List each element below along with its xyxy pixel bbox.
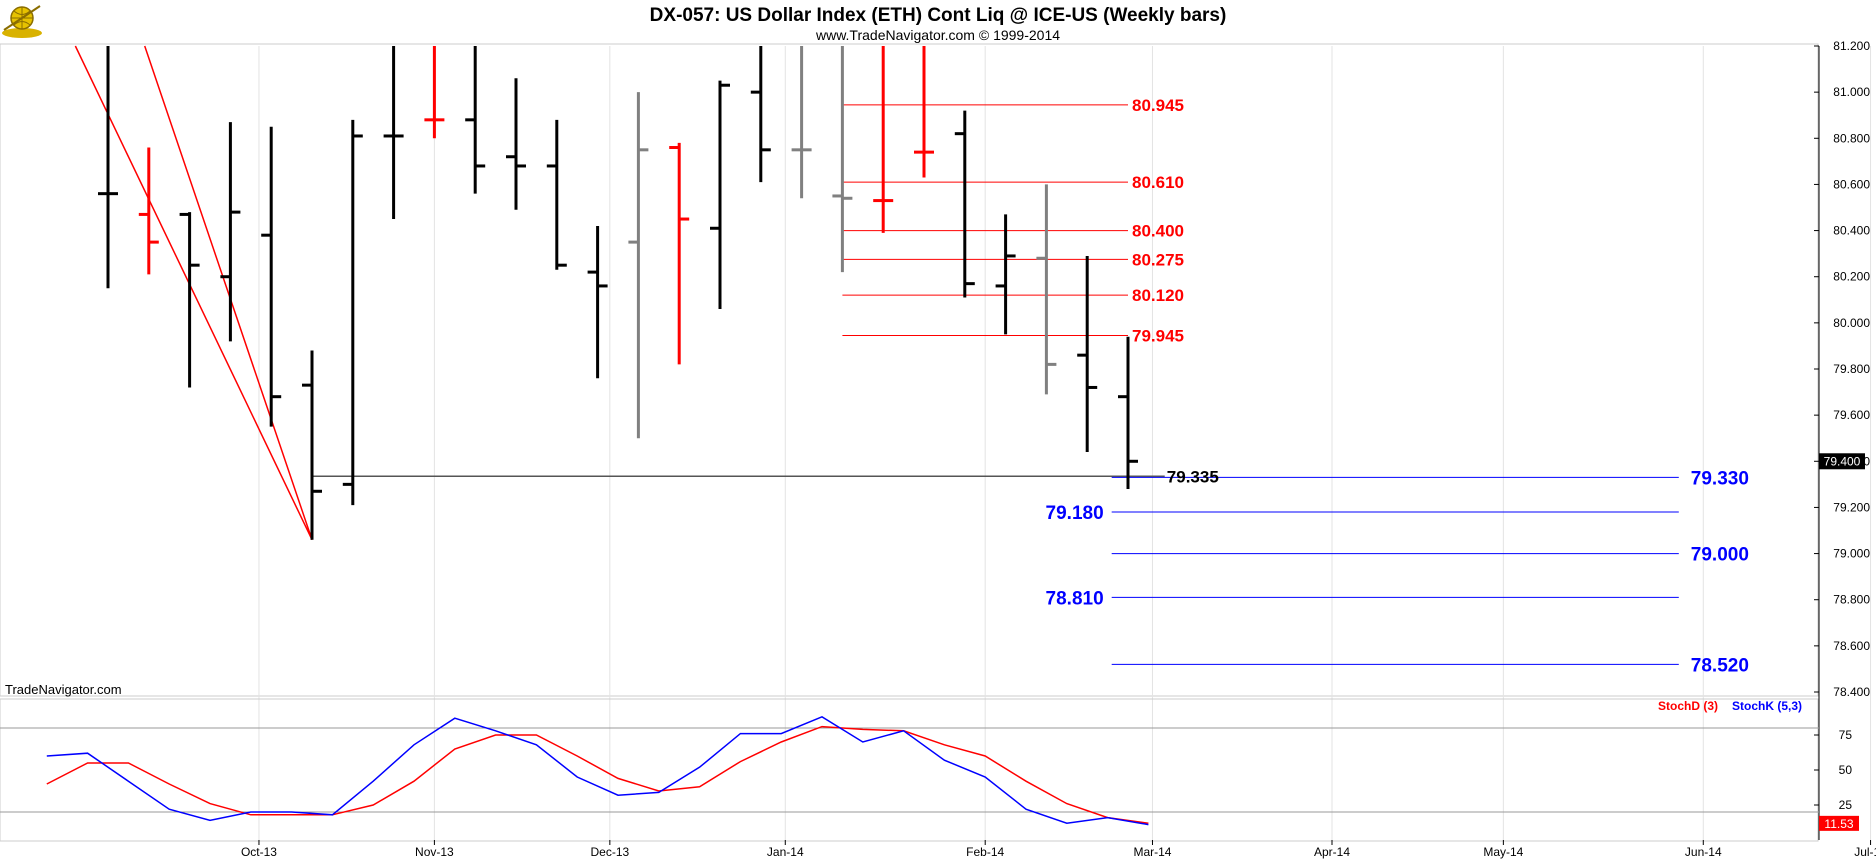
ohlc-bar: [220, 122, 241, 342]
stoch-axis-ticks: 75 50 25: [1814, 728, 1852, 812]
price-annotations: 79.335: [1167, 467, 1219, 486]
ohlc-bar: [914, 46, 934, 178]
ohlc-bar: [138, 147, 159, 275]
trendline: [144, 45, 313, 540]
y-tick-label: 80.400: [1833, 224, 1870, 238]
x-tick-label: Dec-13: [590, 845, 629, 859]
stoch-reference-lines: [0, 727, 1819, 813]
ohlc-bar: [669, 142, 690, 365]
resistance-label: 80.400: [1132, 222, 1184, 241]
y-tick-label: 80.800: [1833, 131, 1870, 145]
ohlc-bar: [1118, 336, 1138, 489]
resistance-label: 80.275: [1132, 250, 1184, 269]
last-stoch-box: [1819, 815, 1859, 831]
ohlc-bar: [302, 350, 322, 540]
stoch-line: [46, 715, 1149, 826]
resistance-levels: 80.945 80.610 80.400 80.275 80.120 79.945: [842, 96, 1184, 346]
last-stoch-label: 11.53: [1824, 817, 1853, 831]
support-levels: 79.330 79.180 79.000 78.810 78.520: [1046, 468, 1749, 676]
y-tick-label: 79.600: [1833, 408, 1870, 422]
x-axis-ticks: Oct-13 Nov-13 Dec-13 Jan-14 Feb-14 Mar-14 Apr-…: [241, 840, 1876, 859]
resistance-label: 79.945: [1132, 327, 1184, 346]
x-tick-label: Oct-13: [241, 845, 277, 859]
y-tick-label: 78.800: [1833, 593, 1870, 607]
ohlc-bar: [383, 46, 404, 220]
x-tick-label: Jun-14: [1685, 845, 1722, 859]
support-label: 79.330: [1691, 468, 1749, 489]
support-label: 79.000: [1691, 545, 1749, 566]
ohlc-bar: [261, 126, 282, 427]
last-stoch-marker: 11.53: [1819, 815, 1859, 831]
ohlc-bar: [791, 46, 812, 199]
support-label: 79.180: [1046, 503, 1104, 524]
resistance-label: 80.945: [1132, 96, 1184, 115]
ohlc-bar: [873, 46, 894, 233]
page-subtitle: www.TradeNavigator.com © 1999-2014: [815, 27, 1060, 43]
y-tick-label: 79.000: [1833, 547, 1870, 561]
ohlc-bar: [954, 110, 975, 298]
ohlc-bar: [98, 46, 118, 289]
trendlines: [74, 45, 1165, 541]
ohlc-bar: [995, 214, 1016, 335]
y-tick-label: 79.800: [1833, 362, 1870, 376]
x-tick-label: May-14: [1483, 845, 1523, 859]
page-title: DX-057: US Dollar Index (ETH) Cont Liq @…: [650, 5, 1227, 26]
x-tick-label: Apr-14: [1314, 845, 1350, 859]
ohlc-bar: [1036, 184, 1057, 395]
ohlc-bar: [832, 46, 853, 273]
stoch-plot-frame: [0, 698, 1819, 842]
ohlc-bar: [506, 78, 526, 210]
x-tick-label: Jan-14: [767, 845, 804, 859]
trendline: [74, 45, 313, 541]
vertical-gridlines: [258, 46, 1872, 840]
logo: [2, 5, 42, 38]
support-label: 78.810: [1046, 588, 1104, 609]
stoch-tick-label: 75: [1839, 728, 1853, 742]
y-tick-label: 80.600: [1833, 177, 1870, 191]
last-price-label: 79.400: [1824, 454, 1861, 468]
ohlc-bar: [628, 92, 649, 439]
resistance-label: 80.120: [1132, 286, 1184, 305]
stoch-tick-label: 25: [1839, 798, 1853, 812]
x-tick-label: Jul-14: [1854, 845, 1876, 859]
ohlc-bar: [546, 119, 567, 270]
y-tick-label: 81.200: [1833, 39, 1870, 53]
stochastic-panel: 75 50 25 StochD (3) StochK (5,3) 11.53: [0, 698, 1859, 842]
last-price-box: [1819, 453, 1865, 470]
price-plot-frame: [0, 43, 1819, 697]
y-tick-label: 79.200: [1833, 500, 1870, 514]
y-tick-label: 81.000: [1833, 85, 1870, 99]
legend-stochd: StochD (3): [1658, 699, 1718, 713]
annotation-label: 79.335: [1167, 467, 1219, 486]
price-panel: 81.200 81.000 80.800 80.600 80.400 80.200 80.0…: [0, 39, 1872, 840]
ohlc-bar: [342, 119, 363, 506]
ohlc-bar: [179, 212, 200, 388]
ohlc-bar: [465, 46, 486, 194]
ohlc-bar: [424, 46, 445, 139]
resistance-label: 80.610: [1132, 173, 1184, 192]
y-tick-label: 78.600: [1833, 639, 1870, 653]
ohlc-bar: [1077, 255, 1098, 453]
y-tick-label: 80.200: [1833, 270, 1870, 284]
ohlc-bars: [98, 46, 1138, 540]
ohlc-bar: [710, 80, 730, 310]
x-tick-label: Mar-14: [1133, 845, 1171, 859]
watermark: TradeNavigator.com: [5, 682, 122, 697]
stoch-line: [46, 725, 1149, 824]
stoch-tick-label: 50: [1839, 763, 1853, 777]
support-label: 78.520: [1691, 655, 1749, 676]
x-tick-label: Nov-13: [415, 845, 454, 859]
last-price-marker: 79.400: [1819, 453, 1865, 470]
x-tick-label: Feb-14: [966, 845, 1004, 859]
ohlc-bar: [750, 46, 771, 183]
y-tick-label: 80.000: [1833, 316, 1870, 330]
stoch-series: [46, 715, 1149, 826]
ohlc-bar: [587, 225, 608, 379]
y-tick-label: 78.400: [1833, 685, 1870, 699]
legend-stochk: StochK (5,3): [1732, 699, 1802, 713]
price-axis-ticks: 81.200 81.000 80.800 80.600 80.400 80.200 80.0…: [1814, 39, 1870, 840]
globe-sextant-icon: [2, 5, 42, 38]
